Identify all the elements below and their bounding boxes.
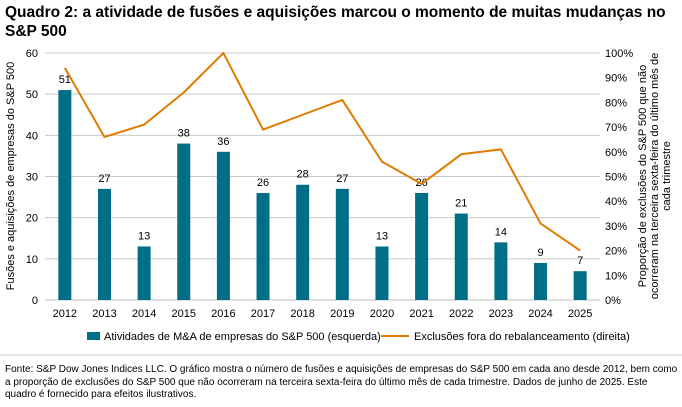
x-tick-label: 2018 xyxy=(290,308,314,320)
bar-data-label: 36 xyxy=(217,136,229,148)
source-note: Fonte: S&P Dow Jones Indices LLC. O gráf… xyxy=(5,364,678,400)
right-tick-label: 50% xyxy=(605,172,627,184)
bar xyxy=(177,143,191,300)
left-tick-label: 10 xyxy=(26,254,38,266)
right-tick-label: 30% xyxy=(605,221,627,233)
bar-data-label: 26 xyxy=(257,177,269,189)
x-tick-label: 2016 xyxy=(211,308,235,320)
y-axis-label: Fusões e aquisições de empresas do S&P 5… xyxy=(5,62,17,291)
bar xyxy=(375,246,389,300)
chart-title: Quadro 2: a atividade de fusões e aquisi… xyxy=(5,4,666,40)
right-tick-label: 20% xyxy=(605,246,627,258)
x-tick-label: 2019 xyxy=(330,308,354,320)
y2-axis-label: cada trimestre xyxy=(661,141,673,211)
right-tick-label: 60% xyxy=(605,147,627,159)
bar-data-label: 13 xyxy=(138,230,150,242)
x-tick-label: 2015 xyxy=(172,308,196,320)
legend-bar-label: Atividades de M&A de empresas do S&P 500… xyxy=(104,331,381,343)
x-tick-label: 2020 xyxy=(370,308,394,320)
legend-bar-swatch xyxy=(87,332,100,340)
left-tick-label: 60 xyxy=(26,48,38,60)
bar xyxy=(296,184,310,300)
line-series xyxy=(63,51,581,252)
right-tick-label: 80% xyxy=(605,97,627,109)
bar xyxy=(216,151,230,300)
x-tick-label: 2022 xyxy=(449,308,473,320)
bar xyxy=(335,188,349,300)
bar xyxy=(415,192,429,300)
x-tick-label: 2025 xyxy=(568,308,592,320)
right-tick-label: 40% xyxy=(605,196,627,208)
right-tick-label: 0% xyxy=(605,295,621,307)
left-tick-label: 0 xyxy=(32,295,38,307)
bar-data-label: 28 xyxy=(297,169,309,181)
bar xyxy=(58,90,72,300)
x-tick-label: 2017 xyxy=(251,308,275,320)
right-tick-label: 90% xyxy=(605,73,627,85)
bar-data-label: 27 xyxy=(98,173,110,185)
x-tick-label: 2013 xyxy=(92,308,116,320)
left-tick-label: 50 xyxy=(26,89,38,101)
bar xyxy=(97,188,111,300)
bar-data-label: 9 xyxy=(537,247,543,259)
bar xyxy=(494,242,508,300)
y2-axis-label: Proporção de exclusões do S&P 500 que nã… xyxy=(637,65,649,287)
x-tick-label: 2014 xyxy=(132,308,156,320)
bar xyxy=(573,271,587,300)
right-tick-label: 100% xyxy=(605,48,633,60)
bar xyxy=(454,213,468,300)
left-tick-label: 40 xyxy=(26,130,38,142)
bar-data-label: 27 xyxy=(336,173,348,185)
bar xyxy=(534,262,548,300)
x-tick-label: 2023 xyxy=(489,308,513,320)
x-tick-label: 2024 xyxy=(528,308,552,320)
x-tick-label: 2021 xyxy=(409,308,433,320)
legend-line-label: Exclusões fora do rebalanceamento (direi… xyxy=(414,331,630,343)
left-tick-label: 20 xyxy=(26,213,38,225)
right-tick-label: 10% xyxy=(605,270,627,282)
bar-data-label: 51 xyxy=(59,74,71,86)
bar-data-label: 38 xyxy=(178,128,190,140)
x-tick-label: 2012 xyxy=(53,308,77,320)
right-tick-label: 70% xyxy=(605,122,627,134)
bar-data-label: 21 xyxy=(455,198,467,210)
y2-axis-label: ocorreram na terceira sexta-feira do últ… xyxy=(649,53,661,299)
bar xyxy=(256,192,270,300)
bar-data-label: 7 xyxy=(577,255,583,267)
combo-chart: 0 10 20 30 40 50 60 0% 10% 20% 30% 40% 50% 60% 70% 80% 9… xyxy=(0,48,682,356)
bar-data-label: 14 xyxy=(495,226,507,238)
bar-data-label: 13 xyxy=(376,230,388,242)
left-tick-label: 30 xyxy=(26,172,38,184)
bar xyxy=(137,246,151,300)
